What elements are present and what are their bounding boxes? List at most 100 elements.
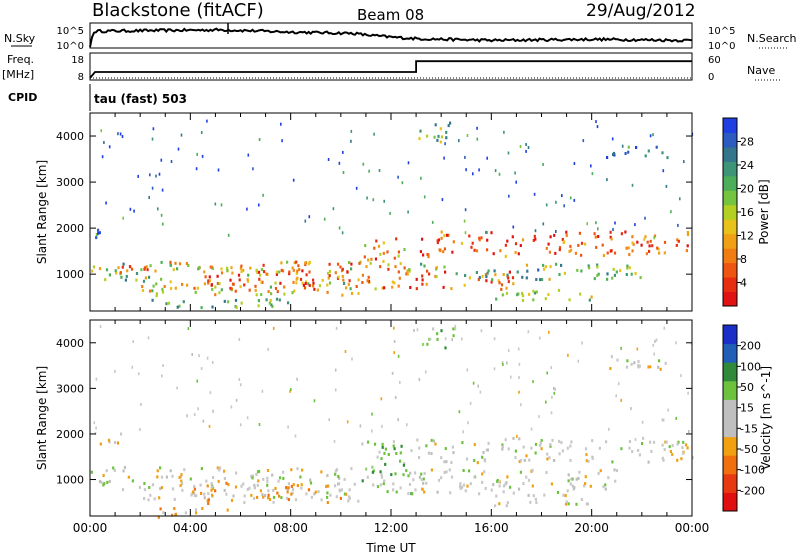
power-cell [265,298,268,302]
velocity-cell [638,364,641,368]
velocity-cell [444,346,447,350]
velocity-cell [506,501,509,505]
power-cell [499,249,502,253]
power-cell [195,167,198,171]
velocity-cell [294,434,297,438]
power-cell [545,203,548,207]
power-cell [644,154,647,158]
velocity-cell [395,452,398,455]
power-cell [119,132,122,136]
power-cell [295,272,298,275]
velocity-cell [207,492,210,496]
power-cell [532,238,535,242]
velocity-cell [100,480,103,484]
power-cell [463,283,466,287]
velocity-cell [329,493,332,497]
power-cell [125,274,128,278]
power-cell [263,270,266,274]
velocity-cell [429,337,432,341]
velocity-cell [483,459,487,463]
velocity-cell [531,484,534,488]
velocity-cell [584,482,587,486]
velocity-cell [448,468,451,472]
velocity-cell [551,395,553,399]
velocity-cell [501,443,504,447]
power-cell [232,282,235,286]
velocity-cell [287,425,289,429]
power-cell [421,237,424,241]
velocity-cell [107,438,111,442]
power-cell [377,244,381,248]
velocity-cell [472,381,475,385]
velocity-ylabel: Slant Range [km] [35,366,49,470]
velocity-cell [238,338,241,341]
power-cell [588,298,591,302]
power-cell [345,286,348,290]
power-cell [644,216,646,220]
power-cell [525,276,528,280]
power-cell [141,289,145,292]
power-cell [498,281,501,285]
power-cell [532,289,535,293]
power-cell [609,230,612,234]
power-cell [155,294,158,298]
power-cell [492,252,495,256]
power-cell [210,265,213,269]
power-cell [255,293,258,297]
velocity-cell [156,469,159,473]
power-region [381,269,515,291]
power-cell [357,292,360,295]
velocity-cell [462,469,465,472]
velocity-cell [95,377,98,381]
velocity-cell [566,446,569,450]
power-cell [558,246,562,250]
power-cell [105,268,109,272]
power-colorbar-swatch [723,219,737,235]
velocity-cell [461,337,463,341]
power-cell [423,264,426,268]
velocity-cell [615,469,619,473]
velocity-cell [572,487,575,491]
power-cell [620,232,623,236]
power-cell [507,280,510,284]
power-cell [369,261,372,265]
power-cell [321,278,324,282]
power-panel: 1000 2000 3000 4000 Slant Range [km] 4 8 12 16… [35,112,771,312]
power-cell [177,147,180,151]
power-cell [436,241,439,245]
velocity-cell [493,337,496,341]
power-cell [246,207,248,211]
time-tick-label: 16:00 [474,521,509,535]
power-cell [409,286,412,289]
power-cell [397,284,400,288]
velocity-colorbar-swatch [723,492,737,512]
power-cell [631,241,634,245]
power-region [91,260,172,284]
power-cell [628,266,631,270]
velocity-cell [483,470,486,474]
velocity-cell [162,364,164,367]
velocity-cell [235,471,238,475]
velocity-cell [551,438,554,442]
power-cell [631,249,634,253]
velocity-cell [518,376,520,379]
velocity-cell [580,498,583,501]
velocity-cell [671,452,674,456]
velocity-cell [384,447,387,451]
power-cell [200,131,203,134]
power-cell [142,279,146,283]
power-ytick-label: 4000 [56,130,84,143]
power-colorbar-swatch [723,204,737,220]
power-cell [234,289,237,293]
power-cell [126,269,129,273]
velocity-cell [459,482,462,486]
velocity-cell [502,363,504,366]
power-cell [594,235,597,239]
velocity-ytick-label: 3000 [56,382,84,395]
velocity-cell [235,398,238,402]
velocity-cell [581,341,583,345]
power-cell [218,291,221,295]
power-cell [214,202,217,206]
velocity-cell [102,474,105,477]
power-cell [382,259,385,263]
